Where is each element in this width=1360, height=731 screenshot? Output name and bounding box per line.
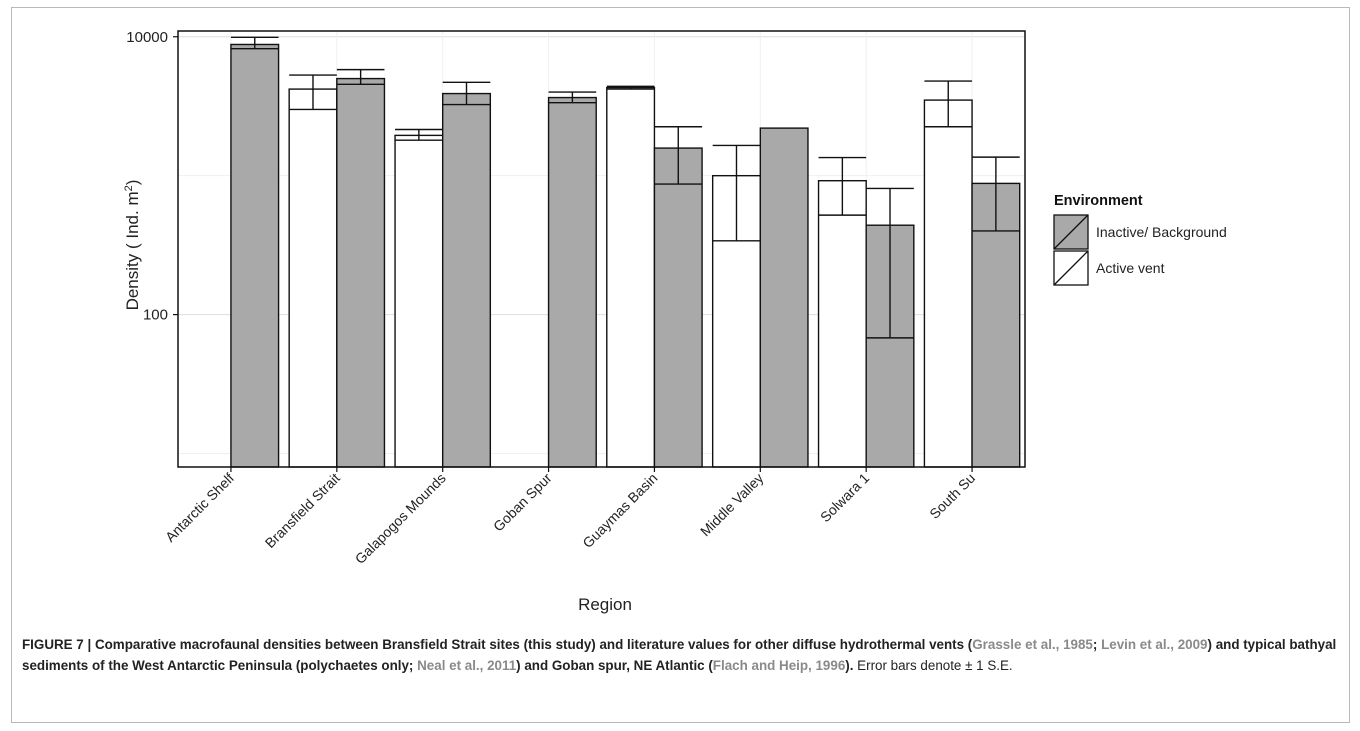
caption-text: ; (1092, 637, 1102, 652)
x-tick-label: Goban Spur (490, 470, 555, 535)
x-tick-label: Guaymas Basin (579, 470, 660, 551)
bar (547, 96, 597, 468)
x-axis-label: Region (578, 595, 632, 614)
caption-text: Comparative macrofaunal densities betwee… (94, 637, 973, 652)
x-tick-label: Antarctic Shelf (162, 470, 237, 545)
plot-border (177, 30, 1026, 468)
bar (759, 127, 809, 468)
legend-label: Inactive/ Background (1096, 224, 1227, 240)
bar (923, 99, 973, 468)
caption-text: ) and Goban spur, NE Atlantic ( (516, 658, 713, 673)
density-bar-chart: 100 10000 Antarctic Shelf Bransfield Strait… (123, 29, 1227, 614)
figure-caption: FIGURE 7 | Comparative macrofaunal densi… (22, 634, 1340, 676)
caption-reference-link[interactable]: Grassle et al., 1985 (972, 637, 1093, 652)
bar (817, 180, 867, 468)
figure-frame (11, 7, 1350, 723)
x-tick-label: Middle Valley (697, 470, 766, 539)
bar (441, 92, 492, 468)
bar (336, 77, 386, 468)
x-tick-label: Galapogos Mounds (352, 470, 449, 567)
caption-reference-link[interactable]: Neal et al., 2011 (417, 658, 517, 673)
x-tick-label: Bransfield Strait (262, 470, 343, 551)
x-tick-label: South Su (926, 470, 978, 522)
y-tick-label: 10000 (126, 29, 168, 46)
y-tick-label: 100 (143, 307, 168, 324)
legend-key-diagonal (1053, 214, 1089, 250)
bar (394, 134, 444, 468)
x-tick-label: Solwara 1 (817, 470, 872, 525)
legend-title: Environment (1054, 193, 1143, 209)
bar (230, 43, 280, 468)
caption-text: ). (845, 658, 854, 673)
legend-label: Active vent (1096, 260, 1165, 276)
bar (606, 86, 656, 468)
y-axis-label: Density ( Ind. m2) (123, 180, 142, 311)
caption-reference-link[interactable]: Levin et al., 2009 (1101, 637, 1208, 652)
caption-note: Error bars denote ± 1 S.E. (853, 658, 1013, 673)
caption-reference-link[interactable]: Flach and Heip, 1996 (712, 658, 846, 673)
bar (653, 147, 703, 468)
caption-text: ) and typical bathyal sediments of the W… (22, 637, 1337, 673)
legend-key-diagonal (1053, 250, 1089, 286)
caption-figure-label: FIGURE 7 | (22, 637, 95, 652)
plot-area: 100 10000 Antarctic Shelf Bransfield Strait… (126, 29, 1026, 567)
legend: Environment Inactive/ Background Active ve… (1053, 193, 1227, 286)
bar (288, 88, 338, 468)
